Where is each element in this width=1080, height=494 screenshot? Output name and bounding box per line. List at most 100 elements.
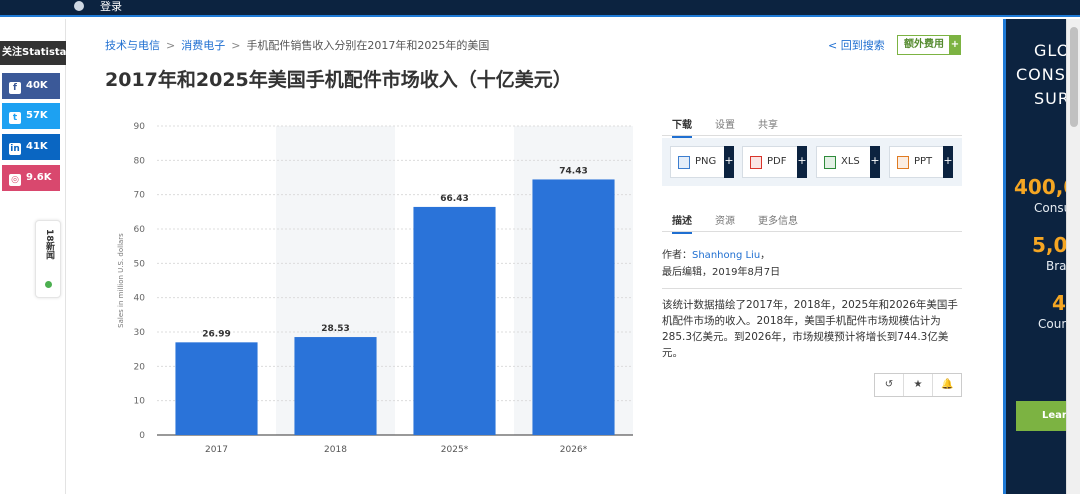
twitter-button[interactable]: t 57K [2, 103, 60, 129]
bar-chart: 0 10 20 30 40 50 60 70 80 90 Sales in million U.S.… [117, 122, 633, 455]
data-label: 74.43 [559, 166, 587, 176]
breadcrumb-item-tech[interactable]: 技术与电信 [105, 39, 160, 52]
bar-2026* [532, 179, 615, 435]
bar-2018 [294, 337, 377, 435]
scrollbar-thumb[interactable] [1070, 27, 1078, 127]
author-link[interactable]: Shanhong Liu [692, 250, 761, 261]
bell-icon[interactable]: 🔔 [941, 379, 954, 390]
description-text: 该统计数据描绘了2017年，2018年，2025年和2026年美国手机配件市场的… [662, 288, 962, 361]
download-ppt-button[interactable]: PPT + [889, 146, 953, 178]
download-pdf-label: PDF [767, 156, 787, 167]
download-xls-label: XLS [841, 156, 860, 167]
follow-statista-label: 关注Statista [0, 41, 66, 65]
advertisement-banner[interactable]: GLO CONS SUR 400,0 Consu 5,00 Bra 4 Coun… [1003, 19, 1066, 494]
breadcrumb: 技术与电信 > 消费电子 > 手机配件销售收入分别在2017年和2025年的美国 [105, 37, 489, 53]
facebook-count: 40K [26, 80, 48, 91]
y-tick-label: 20 [134, 362, 146, 372]
ad-stat-1-value: 400,0 [1014, 175, 1066, 199]
tab-settings[interactable]: 设置 [715, 120, 735, 131]
download-xls-button[interactable]: XLS + [816, 146, 880, 178]
plus-icon: + [943, 146, 953, 178]
tab-share[interactable]: 共享 [758, 120, 778, 131]
ad-stat-2-label: Bra [1046, 259, 1066, 273]
y-tick-label: 80 [134, 156, 146, 166]
instagram-button[interactable]: ◎ 9.6K [2, 165, 60, 191]
data-label: 28.53 [321, 324, 349, 334]
info-tabs: 描述 资源 更多信息 [662, 210, 962, 234]
download-pdf-button[interactable]: PDF + [742, 146, 807, 178]
breadcrumb-item-current: 手机配件销售收入分别在2017年和2025年的美国 [246, 39, 490, 52]
bar-2017 [175, 342, 258, 435]
news-label: 18新闻 [44, 229, 54, 260]
extra-charges-button[interactable]: 额外费用 + [897, 35, 961, 55]
page-title: 2017年和2025年美国手机配件市场收入（十亿美元） [105, 69, 572, 91]
back-to-search-link[interactable]: < 回到搜索 [828, 39, 885, 52]
y-tick-label: 10 [134, 397, 146, 407]
ad-learn-button[interactable]: Learn [1016, 401, 1066, 431]
download-png-button[interactable]: PNG + [670, 146, 734, 178]
plus-icon: + [870, 146, 880, 178]
ad-stat-1-label: Consu [1034, 201, 1066, 215]
export-tabs: 下载 设置 共享 [662, 114, 962, 138]
xls-file-icon [824, 156, 836, 169]
y-tick-label: 90 [134, 122, 146, 132]
ad-stat-2-value: 5,00 [1032, 233, 1066, 257]
breadcrumb-item-electronics[interactable]: 消费电子 [181, 39, 226, 52]
history-icon[interactable]: ↺ [875, 374, 904, 396]
tab-more-info[interactable]: 更多信息 [758, 216, 798, 227]
instagram-icon: ◎ [9, 174, 21, 186]
twitter-icon: t [9, 112, 21, 124]
y-tick-label: 40 [134, 294, 146, 304]
breadcrumb-separator: > [231, 39, 241, 52]
news-status-dot [45, 281, 52, 288]
twitter-count: 57K [26, 110, 48, 121]
scrollbar[interactable] [1066, 19, 1080, 494]
ad-stat-3-label: Coun [1038, 317, 1066, 331]
data-label: 26.99 [202, 329, 230, 339]
star-icon[interactable]: ★ [904, 374, 933, 396]
pdf-file-icon [750, 156, 762, 169]
plus-icon: + [797, 146, 807, 178]
tab-source[interactable]: 资源 [715, 216, 735, 227]
y-tick-label: 60 [134, 225, 146, 235]
download-panel: PNG + PDF + XLS + PPT + [662, 138, 962, 186]
download-ppt-label: PPT [914, 156, 933, 167]
linkedin-button[interactable]: in 41K [2, 134, 60, 160]
instagram-count: 9.6K [26, 172, 52, 183]
linkedin-icon: in [9, 143, 21, 155]
x-tick-label: 2018 [324, 445, 347, 455]
ad-headline-2: CONS [1016, 65, 1066, 84]
plus-icon: + [949, 35, 961, 55]
plus-icon: + [724, 146, 734, 178]
ad-headline-1: GLO [1034, 41, 1066, 60]
ad-stat-3-value: 4 [1052, 291, 1066, 315]
facebook-icon: f [9, 82, 21, 94]
extra-charges-label: 额外费用 [904, 39, 944, 50]
author-suffix: ， [760, 250, 771, 261]
y-tick-label: 50 [134, 259, 146, 269]
breadcrumb-separator: > [166, 39, 176, 52]
bar-2025* [413, 206, 496, 435]
facebook-button[interactable]: f 40K [2, 73, 60, 99]
author-info: 作者：Shanhong Liu， 最后编辑，2019年8月7日 [662, 247, 780, 281]
y-tick-label: 70 [134, 191, 146, 201]
top-navigation-bar: 登录 [0, 0, 1080, 17]
user-icon[interactable] [74, 1, 84, 11]
x-tick-label: 2025* [441, 445, 469, 455]
x-tick-label: 2017 [205, 445, 228, 455]
tab-download[interactable]: 下载 [672, 116, 692, 138]
png-file-icon [678, 156, 690, 169]
ad-headline-3: SUR [1034, 89, 1066, 108]
left-social-sidebar: 关注Statista f 40K t 57K in 41K ◎ 9.6K 18新闻 [0, 19, 66, 494]
x-tick-label: 2026* [560, 445, 588, 455]
tab-description[interactable]: 描述 [672, 212, 692, 234]
y-tick-label: 30 [134, 328, 146, 338]
news-widget[interactable]: 18新闻 [35, 220, 61, 298]
linkedin-count: 41K [26, 141, 48, 152]
login-link[interactable]: 登录 [100, 0, 122, 13]
data-label: 66.43 [440, 194, 468, 204]
download-png-label: PNG [695, 156, 717, 167]
y-tick-label: 0 [139, 431, 145, 441]
y-axis-label: Sales in million U.S. dollars [117, 233, 125, 328]
ppt-file-icon [897, 156, 909, 169]
